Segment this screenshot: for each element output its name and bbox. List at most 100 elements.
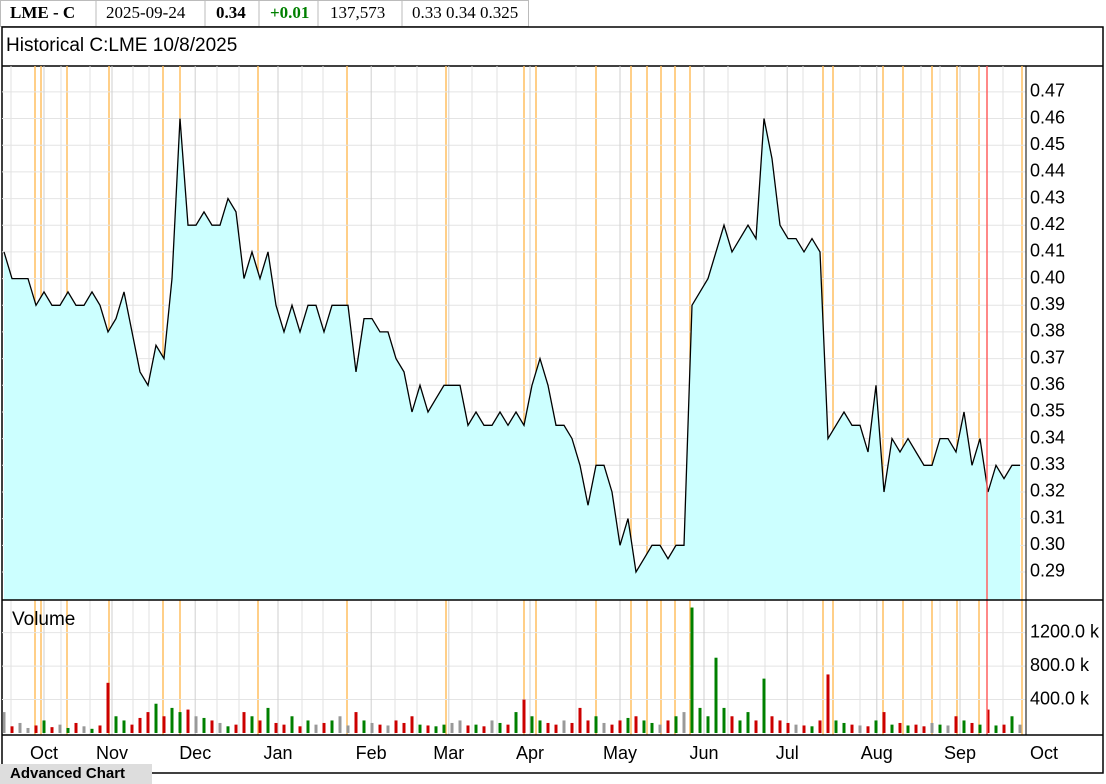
volume-bar	[26, 727, 30, 733]
volume-bar	[74, 722, 78, 733]
volume-bar	[762, 678, 766, 733]
y-tick-label: 0.37	[1030, 347, 1065, 367]
volume-bar	[1010, 716, 1014, 733]
volume-bar	[746, 712, 750, 733]
volume-bar	[210, 720, 214, 733]
y-tick-label: 0.29	[1030, 561, 1065, 581]
date: 2025-09-24	[106, 3, 186, 22]
volume-label: Volume	[12, 609, 75, 630]
volume-bar	[722, 707, 726, 733]
volume-bar	[674, 716, 678, 733]
header-box	[0, 0, 529, 27]
volume-bar	[354, 712, 358, 733]
y-tick-label: 0.44	[1030, 161, 1065, 181]
volume-bar	[554, 724, 558, 733]
volume-bar	[346, 725, 350, 733]
y-tick-label: 0.30	[1030, 534, 1065, 554]
volume-bar	[170, 707, 174, 733]
y-tick-label: 0.31	[1030, 507, 1065, 527]
volume-bar	[322, 722, 326, 733]
x-tick-label: Oct	[30, 743, 58, 763]
y-tick-label: 0.35	[1030, 401, 1065, 421]
volume-bar	[418, 724, 422, 733]
volume-bar	[410, 716, 414, 733]
x-tick-label: May	[603, 743, 637, 763]
volume-bar	[618, 720, 622, 733]
x-tick-label: Dec	[179, 743, 211, 763]
volume-bar	[42, 720, 46, 733]
y-tick-label: 0.40	[1030, 267, 1065, 287]
volume-bar	[306, 720, 310, 733]
volume-bar	[442, 724, 446, 733]
volume-bar	[2, 712, 6, 733]
volume-bar	[298, 726, 302, 733]
volume-bar	[330, 720, 334, 733]
volume-bar	[866, 726, 870, 733]
volume-bar	[530, 716, 534, 733]
volume-bar	[906, 725, 910, 733]
volume-bar	[386, 725, 390, 733]
volume-bar	[50, 727, 54, 733]
ohl: 0.33 0.34 0.325	[412, 3, 518, 22]
volume-tick-label: 800.0 k	[1030, 655, 1090, 675]
volume-bar	[818, 720, 822, 733]
volume-bar	[810, 726, 814, 733]
volume-bar	[522, 699, 526, 733]
y-tick-label: 0.47	[1030, 81, 1065, 101]
y-tick-label: 0.39	[1030, 294, 1065, 314]
volume-bar	[274, 722, 278, 733]
y-tick-label: 0.32	[1030, 481, 1065, 501]
volume-bar	[882, 712, 886, 733]
volume-bar	[370, 722, 374, 733]
volume-bar	[514, 712, 518, 733]
volume-bar	[282, 724, 286, 733]
volume-bar	[458, 720, 462, 733]
volume-bar	[826, 674, 830, 733]
volume-bar	[634, 716, 638, 733]
volume-bar	[610, 724, 614, 733]
y-tick-label: 0.45	[1030, 134, 1065, 154]
volume-bar	[258, 720, 262, 733]
volume-bar	[786, 722, 790, 733]
close: 0.34	[216, 3, 246, 22]
volume-bar	[394, 720, 398, 733]
symbol: LME - C	[10, 3, 75, 22]
volume-bar	[794, 724, 798, 733]
volume-bar	[546, 722, 550, 733]
volume-bar	[946, 725, 950, 733]
volume-bar	[130, 724, 134, 733]
volume-bar	[730, 716, 734, 733]
volume-bar	[666, 720, 670, 733]
volume-bar	[226, 726, 230, 733]
volume-bar	[10, 726, 14, 733]
y-tick-label: 0.46	[1030, 107, 1065, 127]
volume-bar	[490, 720, 494, 733]
volume-bar	[738, 720, 742, 733]
x-tick-label: Sep	[944, 743, 976, 763]
volume-bar	[402, 722, 406, 733]
volume-bar	[482, 726, 486, 733]
price-area	[4, 118, 1020, 600]
volume-bar	[914, 724, 918, 733]
volume-bar	[658, 724, 662, 733]
chart-title: Historical C:LME 10/8/2025	[6, 35, 237, 56]
volume-bar	[250, 716, 254, 733]
volume: 137,573	[330, 3, 385, 22]
volume-bar	[426, 725, 430, 733]
volume-bar	[954, 716, 958, 733]
x-tick-label: Apr	[516, 743, 544, 763]
volume-bar	[594, 716, 598, 733]
volume-bar	[690, 607, 694, 733]
volume-bar	[842, 722, 846, 733]
volume-bar	[994, 725, 998, 733]
volume-bar	[986, 709, 990, 733]
volume-bar	[874, 720, 878, 733]
volume-bar	[194, 716, 198, 733]
volume-bar	[338, 716, 342, 733]
volume-bar	[474, 724, 478, 733]
volume-bar	[706, 716, 710, 733]
volume-bar	[834, 720, 838, 733]
volume-bar	[754, 720, 758, 733]
volume-bar	[602, 722, 606, 733]
